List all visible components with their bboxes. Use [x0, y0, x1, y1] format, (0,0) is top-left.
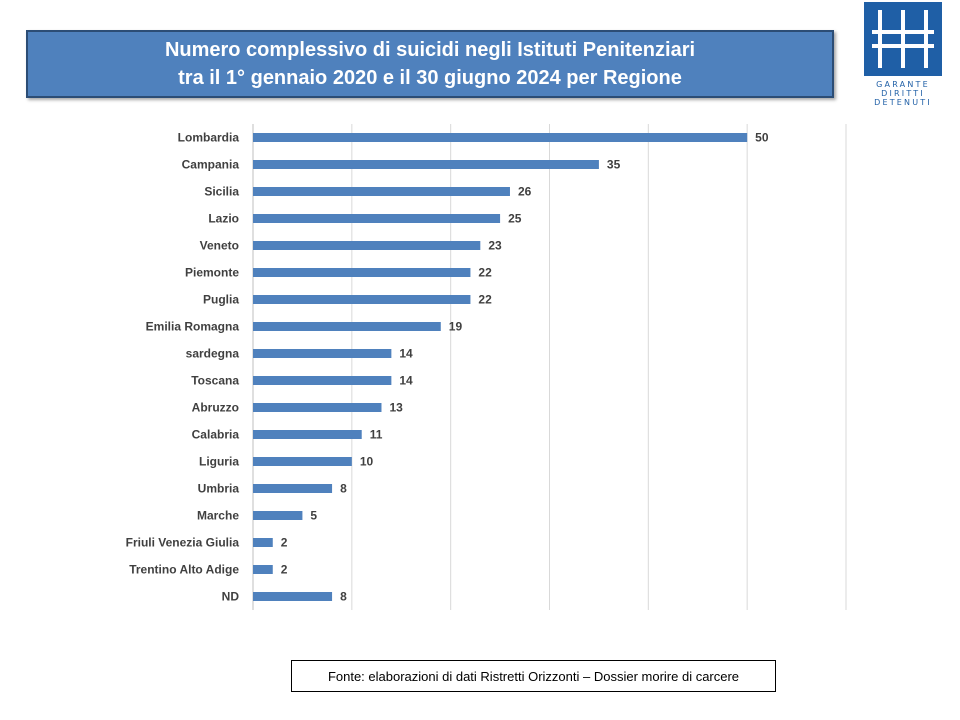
- chart-title-line-2: tra il 1° gennaio 2020 e il 30 giugno 20…: [178, 67, 682, 89]
- category-label: Piemonte: [185, 266, 239, 280]
- category-label: Lazio: [208, 212, 239, 226]
- logo-text-line-3: DETENUTI: [874, 98, 932, 107]
- category-label: Emilia Romagna: [146, 320, 240, 334]
- source-text: Fonte: elaborazioni di dati Ristretti Or…: [327, 668, 740, 684]
- bar: [253, 268, 471, 277]
- bar: [253, 349, 392, 358]
- bar: [253, 403, 382, 412]
- category-label: Toscana: [191, 374, 239, 388]
- bar: [253, 457, 352, 466]
- category-label: Umbria: [198, 482, 240, 496]
- garante-logo: GARANTE DIRITTI DETENUTI: [864, 2, 942, 108]
- logo-mark-icon: [864, 2, 942, 76]
- data-label: 22: [478, 293, 492, 307]
- bar: [253, 376, 392, 385]
- bar: [253, 160, 599, 169]
- data-label: 8: [340, 482, 347, 496]
- data-label: 2: [281, 563, 288, 577]
- category-label: Liguria: [199, 455, 239, 469]
- category-label: sardegna: [186, 347, 240, 361]
- bar: [253, 592, 333, 601]
- category-label: Friuli Venezia Giulia: [126, 536, 240, 550]
- category-label: ND: [222, 590, 240, 604]
- bar: [253, 322, 441, 331]
- bar: [253, 295, 471, 304]
- category-label: Sicilia: [204, 185, 239, 199]
- category-label: Calabria: [192, 428, 240, 442]
- data-label: 19: [449, 320, 463, 334]
- data-label: 5: [310, 509, 317, 523]
- category-label: Marche: [197, 509, 239, 523]
- bar: [253, 241, 481, 250]
- category-label: Puglia: [203, 293, 239, 307]
- category-label: Abruzzo: [192, 401, 239, 415]
- bar: [253, 565, 273, 574]
- data-label: 25: [508, 212, 522, 226]
- chart-title-line-1: Numero complessivo di suicidi negli Isti…: [164, 39, 696, 61]
- category-label: Trentino Alto Adige: [129, 563, 239, 577]
- bar: [253, 133, 748, 142]
- data-label: 13: [389, 401, 403, 415]
- bar: [253, 430, 362, 439]
- bar: [253, 538, 273, 547]
- data-label: 14: [399, 347, 413, 361]
- data-label: 50: [755, 131, 769, 145]
- data-label: 35: [607, 158, 621, 172]
- data-label: 11: [370, 428, 383, 442]
- data-label: 2: [281, 536, 288, 550]
- logo-text-line-2: DIRITTI: [881, 89, 925, 98]
- logo-text-line-1: GARANTE: [876, 80, 930, 89]
- data-label: 14: [399, 374, 413, 388]
- data-label: 22: [478, 266, 492, 280]
- category-label: Lombardia: [178, 131, 240, 145]
- bar: [253, 484, 333, 493]
- data-label: 26: [518, 185, 532, 199]
- category-label: Veneto: [200, 239, 239, 253]
- data-label: 23: [488, 239, 502, 253]
- chart-title-box: Numero complessivo di suicidi negli Isti…: [26, 30, 834, 98]
- bar: [253, 214, 501, 223]
- bar: [253, 511, 303, 520]
- bar: [253, 187, 510, 196]
- data-label: 10: [360, 455, 374, 469]
- category-label: Campania: [182, 158, 240, 172]
- source-note: Fonte: elaborazioni di dati Ristretti Or…: [291, 660, 776, 692]
- logo-text: GARANTE DIRITTI DETENUTI: [864, 80, 942, 107]
- data-label: 8: [340, 590, 347, 604]
